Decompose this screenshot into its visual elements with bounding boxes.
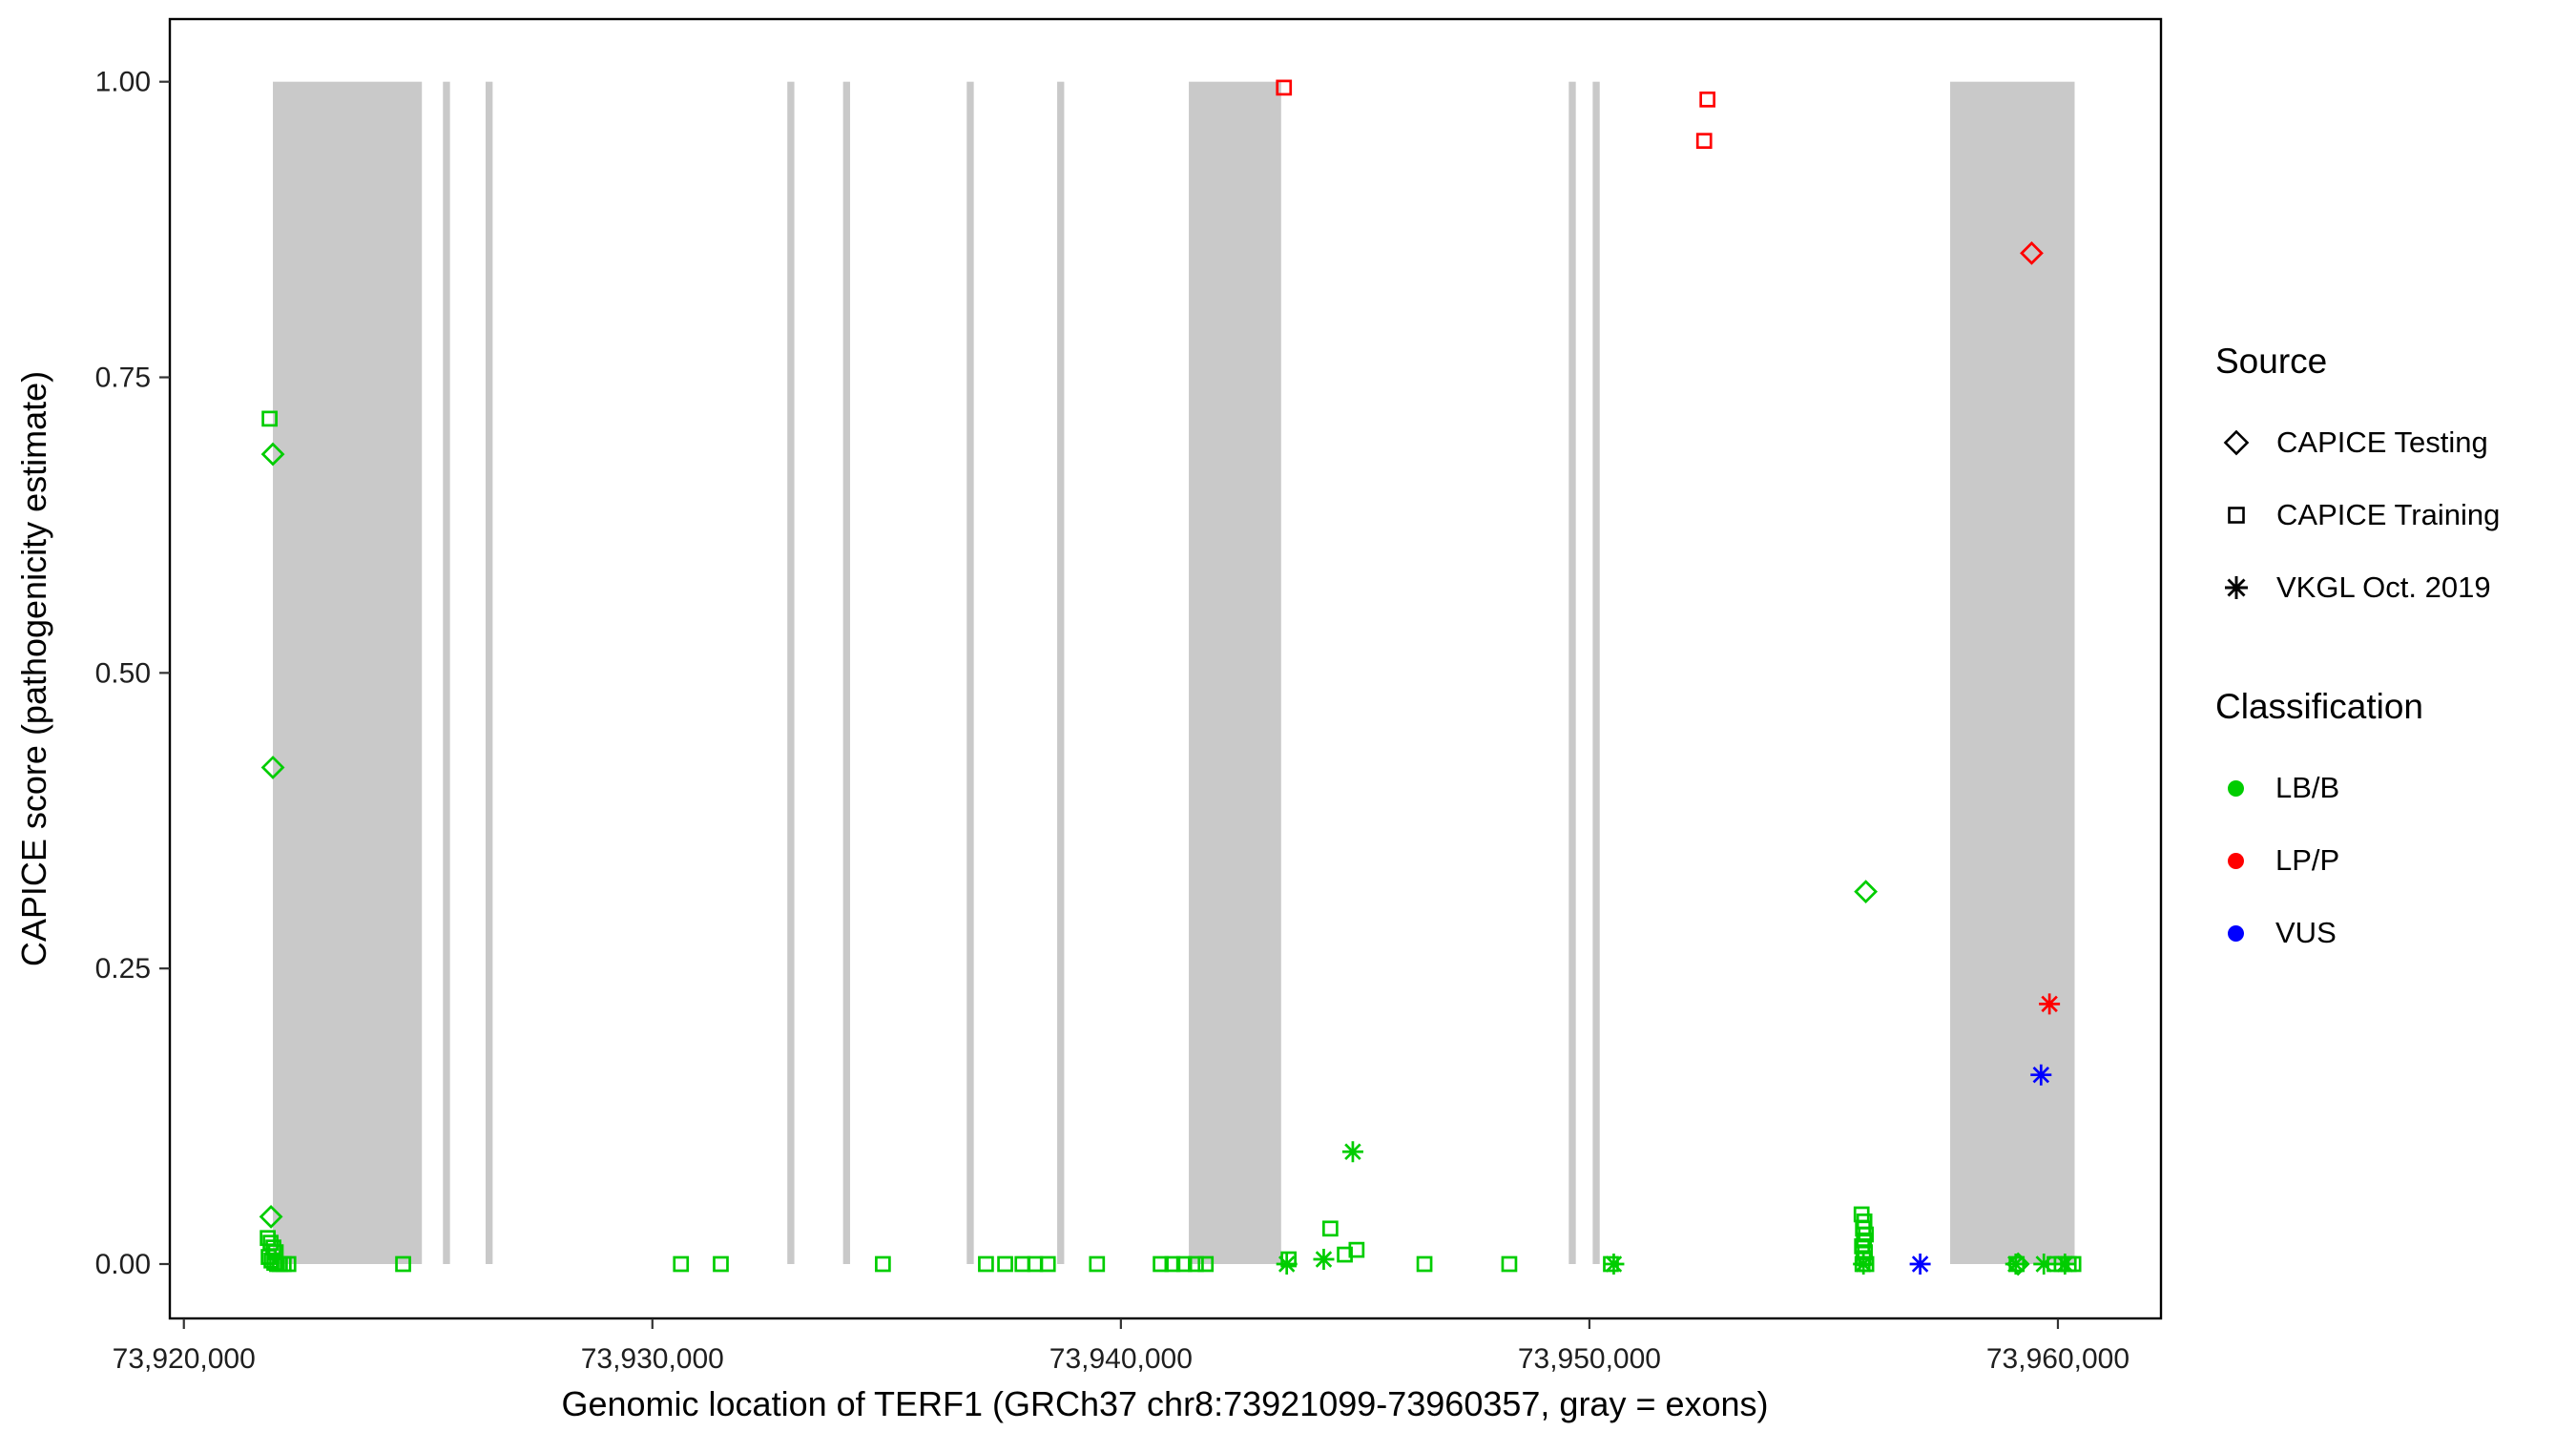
data-point-square — [875, 1255, 891, 1273]
y-tick-label: 0.25 — [95, 953, 151, 985]
data-point-square — [1175, 1255, 1193, 1273]
x-tick-label: 73,950,000 — [1518, 1343, 1661, 1375]
legend-item-label: CAPICE Testing — [2276, 425, 2488, 459]
y-axis-title: CAPICE score (pathogenicity estimate) — [14, 371, 53, 966]
exon-band — [1568, 81, 1576, 1264]
legend-item-vus: VUS — [2215, 897, 2500, 969]
data-point-asterisk — [1603, 1253, 1625, 1275]
exon-band — [787, 81, 795, 1264]
exon-band — [273, 81, 423, 1264]
exon-band — [966, 81, 974, 1264]
data-point-asterisk — [1909, 1253, 1931, 1275]
data-point-square — [1276, 79, 1293, 96]
data-point-square — [395, 1255, 411, 1273]
data-point-square — [1337, 1246, 1353, 1263]
exon-band — [1950, 81, 2075, 1264]
legend-item-label: LP/P — [2275, 843, 2340, 877]
x-tick-label: 73,940,000 — [1049, 1343, 1193, 1375]
square-icon — [2228, 507, 2245, 524]
data-point-asterisk — [1341, 1141, 1363, 1163]
vus-dot-icon — [2228, 924, 2244, 942]
data-point-square — [1188, 1255, 1204, 1273]
data-point-square — [1027, 1255, 1044, 1273]
legend-item-vkgl: VKGL Oct. 2019 — [2215, 551, 2500, 624]
legend-item-capice-training: CAPICE Training — [2215, 479, 2500, 551]
y-tick-label: 0.75 — [95, 363, 151, 394]
data-point-square — [1416, 1255, 1433, 1273]
data-point-diamond — [1854, 880, 1879, 904]
legend-source-title: Source — [2215, 342, 2328, 381]
legend: Source CAPICE Testing CAPICE Training VK… — [2215, 342, 2500, 969]
data-point-square — [673, 1255, 690, 1273]
diamond-icon — [2223, 429, 2250, 456]
exon-band — [1592, 81, 1600, 1264]
data-point-square — [1699, 91, 1716, 108]
data-point-diamond — [260, 756, 285, 779]
x-axis-ticks: 73,920,000 73,930,000 73,940,000 73,950,000… — [113, 1318, 2129, 1375]
series-LPP-asterisk — [2039, 993, 2061, 1015]
exon-band — [1057, 81, 1065, 1264]
data-point-square — [1348, 1241, 1365, 1258]
series-LBB-asterisk — [1276, 1141, 2076, 1275]
exon-band — [1189, 81, 1281, 1264]
legend-classification-title: Classification — [2215, 687, 2423, 726]
data-point-asterisk — [1313, 1249, 1335, 1271]
panel-border — [168, 17, 2163, 1320]
legend-item-label: LB/B — [2275, 771, 2340, 804]
exon-band — [443, 81, 450, 1264]
x-tick-label: 73,930,000 — [581, 1343, 724, 1375]
data-point-asterisk — [2030, 1064, 2052, 1086]
data-point-asterisk — [2039, 993, 2061, 1015]
series-LPP-square — [1276, 79, 1716, 149]
legend-source-block: Source CAPICE Testing CAPICE Training VK… — [2215, 342, 2500, 624]
series-LBB-diamond — [259, 442, 2030, 1276]
data-point-square — [1153, 1255, 1169, 1273]
data-point-diamond — [259, 1205, 283, 1229]
lpp-dot-icon — [2228, 852, 2244, 869]
data-point-square — [1014, 1255, 1031, 1273]
legend-item-label: CAPICE Training — [2276, 498, 2501, 531]
legend-classification-block: Classification LB/B LP/P VUS — [2215, 687, 2500, 969]
exon-band — [485, 81, 493, 1264]
series-LBB-square — [260, 410, 2082, 1273]
data-point-square — [1039, 1255, 1056, 1273]
x-tick-label: 73,960,000 — [1986, 1343, 2129, 1375]
data-point-square — [1695, 133, 1713, 149]
data-point-square — [978, 1255, 994, 1273]
data-point-asterisk — [1276, 1253, 1298, 1275]
y-tick-label: 1.00 — [95, 67, 151, 98]
data-point-asterisk — [2033, 1253, 2055, 1275]
data-point-square — [261, 410, 278, 427]
x-axis-title: Genomic location of TERF1 (GRCh37 chr8:7… — [561, 1384, 1768, 1423]
data-point-square — [1164, 1255, 1181, 1273]
data-point-asterisk — [2005, 1253, 2026, 1275]
y-tick-label: 0.00 — [95, 1249, 151, 1280]
series-LPP-diamond — [2020, 240, 2044, 265]
exon-band — [842, 81, 851, 1264]
data-point-square — [1322, 1220, 1339, 1237]
legend-item-capice-testing: CAPICE Testing — [2215, 406, 2500, 479]
data-point-diamond — [2020, 240, 2044, 265]
data-point-square — [997, 1255, 1013, 1273]
x-tick-label: 73,920,000 — [113, 1343, 256, 1375]
series-VUS-asterisk — [1909, 1064, 2052, 1275]
data-point-asterisk — [2054, 1253, 2076, 1275]
legend-item-label: VKGL Oct. 2019 — [2276, 570, 2491, 604]
y-axis-ticks: 0.00 0.25 0.50 0.75 1.00 — [95, 67, 170, 1280]
data-point-square — [1197, 1255, 1215, 1273]
asterisk-icon — [2225, 576, 2248, 599]
data-point-diamond — [260, 442, 285, 467]
legend-item-lbb: LB/B — [2215, 752, 2500, 824]
legend-item-label: VUS — [2275, 916, 2337, 949]
exon-bands — [273, 81, 2075, 1264]
legend-item-lpp: LP/P — [2215, 824, 2500, 897]
data-point-square — [280, 1255, 297, 1273]
data-point-square — [1501, 1255, 1518, 1273]
data-point-square — [1089, 1255, 1106, 1273]
y-tick-label: 0.50 — [95, 657, 151, 689]
data-point-square — [713, 1255, 729, 1273]
lbb-dot-icon — [2228, 779, 2244, 797]
data-point-asterisk — [1853, 1253, 1875, 1275]
